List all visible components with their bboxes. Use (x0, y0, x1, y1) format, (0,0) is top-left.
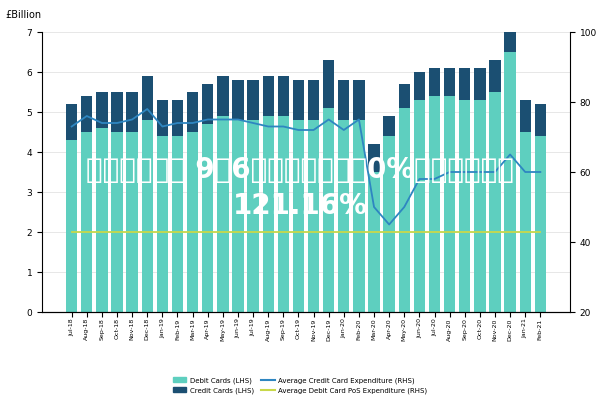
Bar (187, 92, 198, 132)
Bar (66, 104, 77, 140)
Bar (368, 144, 380, 172)
Bar (338, 80, 349, 120)
Bar (505, 12, 516, 52)
Bar (142, 120, 153, 312)
Bar (112, 92, 122, 132)
Bar (505, 52, 516, 312)
Bar (383, 116, 395, 136)
Bar (278, 116, 289, 312)
Bar (490, 60, 500, 92)
Bar (263, 76, 274, 116)
Bar (96, 128, 107, 312)
Bar (520, 100, 531, 132)
Bar (202, 84, 214, 124)
Bar (490, 92, 500, 312)
Bar (217, 116, 229, 312)
Bar (66, 140, 77, 312)
Bar (96, 92, 107, 128)
Bar (247, 120, 259, 312)
Bar (459, 68, 470, 100)
Bar (232, 80, 244, 120)
Bar (535, 104, 546, 136)
Bar (293, 120, 304, 312)
Bar (459, 100, 470, 312)
Bar (414, 72, 425, 100)
Bar (127, 92, 138, 132)
Bar (278, 76, 289, 116)
Text: £Billion: £Billion (5, 10, 41, 20)
Bar (187, 132, 198, 312)
Bar (308, 120, 319, 312)
Bar (293, 80, 304, 120)
Bar (112, 132, 122, 312)
Bar (263, 116, 274, 312)
Bar (414, 100, 425, 312)
Bar (535, 136, 546, 312)
Bar (157, 136, 168, 312)
Bar (308, 80, 319, 120)
Bar (202, 124, 214, 312)
Bar (172, 100, 183, 136)
Bar (383, 136, 395, 312)
Bar (142, 76, 153, 120)
Bar (217, 76, 229, 116)
Text: 股票配资源码 9月6日荣泰转候上涨0%，转股溢价率
121.16%: 股票配资源码 9月6日荣泰转候上涨0%，转股溢价率 121.16% (86, 156, 514, 220)
Bar (429, 68, 440, 96)
Bar (353, 80, 365, 120)
Bar (338, 120, 349, 312)
Bar (474, 68, 485, 100)
Bar (81, 96, 92, 132)
Bar (429, 96, 440, 312)
Legend: Debit Cards (LHS), Credit Cards (LHS), Average Credit Card Expenditure (RHS), Av: Debit Cards (LHS), Credit Cards (LHS), A… (170, 374, 430, 396)
Bar (368, 172, 380, 312)
Bar (232, 120, 244, 312)
Bar (323, 60, 334, 108)
Bar (172, 136, 183, 312)
Bar (323, 108, 334, 312)
Bar (127, 132, 138, 312)
Bar (353, 120, 365, 312)
Bar (398, 84, 410, 108)
Bar (444, 96, 455, 312)
Bar (520, 132, 531, 312)
Bar (81, 132, 92, 312)
Bar (474, 100, 485, 312)
Bar (157, 100, 168, 136)
Bar (398, 108, 410, 312)
Bar (444, 68, 455, 96)
Bar (247, 80, 259, 120)
